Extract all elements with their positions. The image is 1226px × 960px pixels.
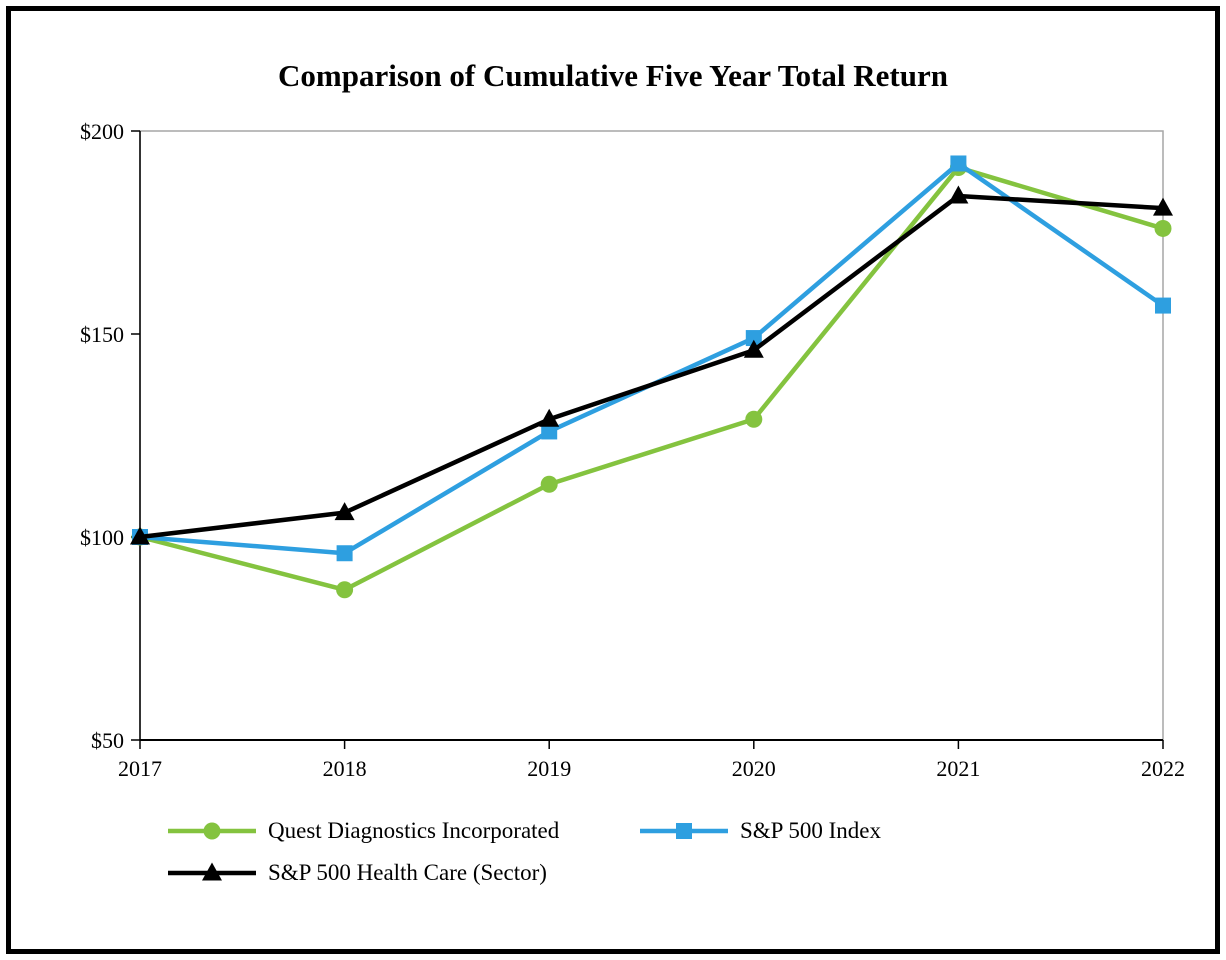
svg-text:$150: $150 [80, 322, 124, 347]
svg-text:$50: $50 [91, 728, 124, 753]
svg-text:2021: 2021 [936, 756, 980, 781]
chart-title: Comparison of Cumulative Five Year Total… [278, 58, 948, 93]
legend-item-quest-diagnostics: Quest Diagnostics Incorporated [168, 818, 640, 844]
svg-text:2020: 2020 [732, 756, 776, 781]
legend-label-quest-diagnostics: Quest Diagnostics Incorporated [268, 818, 560, 843]
legend-swatch-sp500-index [640, 823, 728, 839]
svg-text:2022: 2022 [1141, 756, 1185, 781]
legend-label-sp500-health-care: S&P 500 Health Care (Sector) [268, 860, 547, 885]
legend-label-sp500-index: S&P 500 Index [740, 818, 881, 843]
svg-text:$100: $100 [80, 525, 124, 550]
svg-text:2019: 2019 [527, 756, 571, 781]
chart-legend: Quest Diagnostics Incorporated S&P 500 I… [168, 818, 881, 886]
legend-swatch-quest-diagnostics [168, 822, 256, 840]
legend-swatch-sp500-health-care [168, 862, 256, 881]
legend-item-sp500-index: S&P 500 Index [640, 818, 881, 844]
legend-item-sp500-health-care: S&P 500 Health Care (Sector) [168, 860, 640, 886]
svg-text:2017: 2017 [118, 756, 162, 781]
svg-text:2018: 2018 [323, 756, 367, 781]
svg-text:$200: $200 [80, 119, 124, 144]
